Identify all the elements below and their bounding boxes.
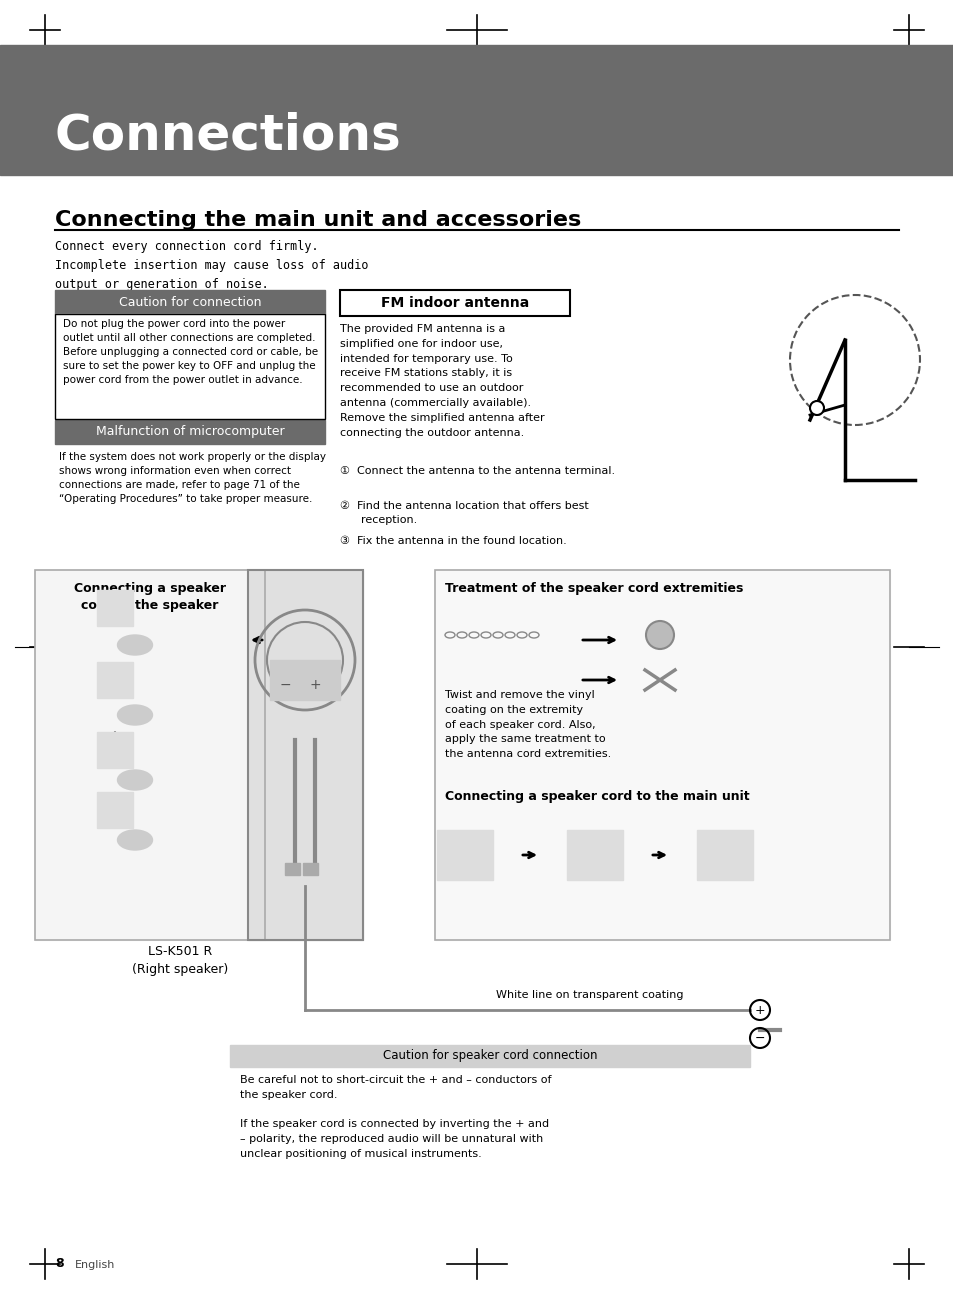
Bar bbox=[97, 732, 132, 769]
Bar bbox=[270, 660, 339, 700]
Text: ②  Find the antenna location that offers best
      reception.: ② Find the antenna location that offers … bbox=[339, 501, 588, 525]
Ellipse shape bbox=[117, 829, 152, 850]
Bar bbox=[435, 569, 889, 939]
Bar bbox=[55, 314, 325, 419]
Text: +: + bbox=[754, 1004, 764, 1017]
Text: −: − bbox=[754, 1031, 764, 1044]
Bar bbox=[697, 829, 752, 880]
Text: Connecting a speaker
cord to the speaker: Connecting a speaker cord to the speaker bbox=[74, 582, 226, 612]
Ellipse shape bbox=[117, 635, 152, 655]
Text: Caution for speaker cord connection: Caution for speaker cord connection bbox=[382, 1049, 597, 1062]
Text: Connect every connection cord firmly.
Incomplete insertion may cause loss of aud: Connect every connection cord firmly. In… bbox=[55, 239, 368, 291]
Text: Treatment of the speaker cord extremities: Treatment of the speaker cord extremitie… bbox=[444, 582, 742, 595]
Ellipse shape bbox=[117, 770, 152, 791]
Text: ③  Fix the antenna in the found location.: ③ Fix the antenna in the found location. bbox=[339, 536, 566, 546]
Text: +: + bbox=[310, 678, 321, 692]
Text: LS-K501 R
(Right speaker): LS-K501 R (Right speaker) bbox=[132, 945, 228, 976]
Text: The provided FM antenna is a
simplified one for indoor use,
intended for tempora: The provided FM antenna is a simplified … bbox=[339, 324, 544, 437]
Text: FM indoor antenna: FM indoor antenna bbox=[380, 296, 529, 311]
Bar bbox=[339, 290, 569, 316]
Bar bbox=[55, 421, 325, 444]
Text: Connecting a speaker cord to the main unit: Connecting a speaker cord to the main un… bbox=[444, 791, 749, 804]
Bar bbox=[566, 829, 622, 880]
Text: −: − bbox=[280, 678, 292, 692]
Text: Do not plug the power cord into the power
outlet until all other connections are: Do not plug the power cord into the powe… bbox=[63, 320, 317, 386]
Text: Connecting the main unit and accessories: Connecting the main unit and accessories bbox=[55, 210, 580, 230]
Bar bbox=[248, 569, 363, 939]
Bar bbox=[35, 569, 265, 939]
Bar bbox=[230, 1046, 749, 1068]
Text: Malfunction of microcomputer: Malfunction of microcomputer bbox=[95, 426, 284, 439]
Text: White line on transparent coating: White line on transparent coating bbox=[496, 990, 683, 1000]
Text: English: English bbox=[75, 1260, 115, 1269]
Text: Caution for connection: Caution for connection bbox=[118, 295, 261, 308]
Text: If the system does not work properly or the display
shows wrong information even: If the system does not work properly or … bbox=[59, 452, 326, 503]
Text: 8: 8 bbox=[55, 1256, 64, 1269]
Ellipse shape bbox=[117, 705, 152, 725]
Bar bbox=[436, 829, 493, 880]
Text: Be careful not to short-circuit the + and – conductors of
the speaker cord.

If : Be careful not to short-circuit the + an… bbox=[240, 1075, 551, 1159]
Bar bbox=[97, 792, 132, 828]
Text: Twist and remove the vinyl
coating on the extremity
of each speaker cord. Also,
: Twist and remove the vinyl coating on th… bbox=[444, 690, 611, 760]
Text: ①  Connect the antenna to the antenna terminal.: ① Connect the antenna to the antenna ter… bbox=[339, 466, 615, 476]
Text: Connections: Connections bbox=[55, 111, 401, 159]
Bar bbox=[303, 863, 317, 875]
Bar bbox=[248, 569, 363, 939]
Bar bbox=[97, 590, 132, 626]
Bar bbox=[435, 569, 889, 939]
Bar bbox=[0, 45, 953, 175]
Bar bbox=[35, 569, 265, 939]
Circle shape bbox=[645, 621, 673, 650]
Bar bbox=[97, 663, 132, 697]
Bar bbox=[285, 863, 299, 875]
Bar bbox=[55, 290, 325, 314]
Bar bbox=[55, 314, 325, 419]
Bar bbox=[339, 290, 569, 316]
Circle shape bbox=[809, 401, 823, 415]
